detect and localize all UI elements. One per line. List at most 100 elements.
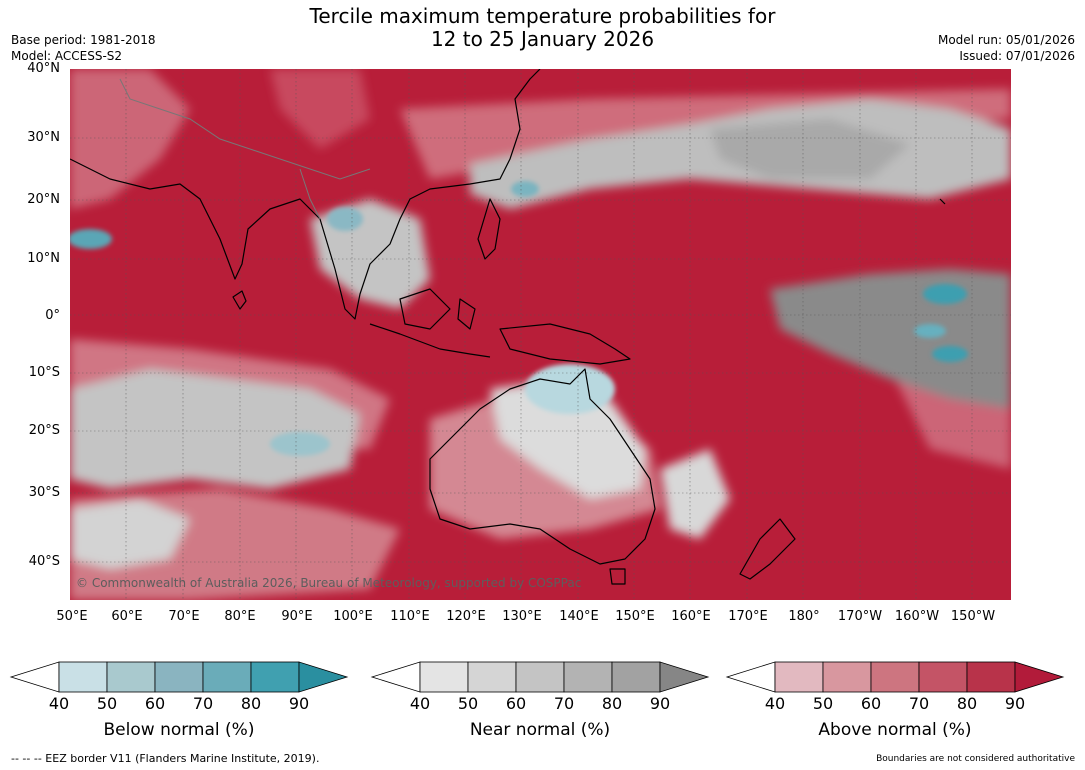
colorbar-tick: 50 (812, 694, 834, 713)
colorbar-swatch (774, 661, 824, 693)
colorbars (9, 661, 1065, 693)
lon-label: 60°E (111, 609, 143, 624)
colorbar-swatch (419, 661, 469, 693)
below-normal-pacific-3 (914, 324, 946, 338)
sulawesi-coastline (457, 298, 476, 330)
lon-label: 110°E (390, 609, 430, 624)
border-line (299, 168, 321, 220)
colorbar-tick: 90 (288, 694, 310, 713)
lon-label: 70°E (168, 609, 200, 624)
country-borders (119, 78, 371, 220)
lon-label: 150°E (615, 609, 655, 624)
lon-label: 100°E (333, 609, 373, 624)
issued-date: Issued: 07/01/2026 (959, 49, 1075, 63)
colorbar-swatch (1014, 661, 1065, 693)
colorbar-label-below: Below normal (%) (103, 720, 255, 740)
colorbar-swatch (467, 661, 517, 693)
below-normal-pacific-2 (932, 346, 968, 362)
lon-label: 170°E (728, 609, 768, 624)
lon-label: 180° (788, 609, 820, 624)
colorbar-tick: 40 (409, 694, 431, 713)
lon-label: 160°E (671, 609, 711, 624)
colorbar-tick: 60 (144, 694, 166, 713)
near-normal-southwest (70, 499, 190, 569)
coastlines (70, 69, 946, 585)
colorbar-swatch (154, 661, 204, 693)
map-gridlines (70, 69, 1011, 600)
new-zealand-coastline (739, 518, 796, 580)
colorbar-tick: 70 (908, 694, 930, 713)
colorbar-below (9, 661, 349, 693)
australia-coastline (429, 368, 656, 565)
lon-label: 50°E (56, 609, 88, 624)
colorbar-tick: 50 (96, 694, 118, 713)
colorbar-swatch (822, 661, 872, 693)
colorbar-tick: 80 (956, 694, 978, 713)
lat-label-20n: 20°N (27, 192, 60, 207)
near-normal-north-australia (490, 379, 645, 499)
colorbar-tick: 80 (240, 694, 262, 713)
near-normal-east-australia (660, 449, 730, 539)
lat-label-10s: 10°S (28, 365, 60, 380)
lat-label-40s: 40°S (28, 554, 60, 569)
colorbar-tick: 90 (1004, 694, 1026, 713)
lat-label-10n: 10°N (27, 251, 60, 266)
colorbar-swatch (659, 661, 710, 693)
model-name: Model: ACCESS-S2 (11, 49, 123, 63)
lat-label-20s: 20°S (28, 423, 60, 438)
lon-label: 150°W (950, 609, 996, 624)
below-normal-south-china-sea (511, 181, 539, 197)
colorbar-swatch (918, 661, 968, 693)
lat-label-30n: 30°N (27, 130, 60, 145)
border-line (119, 78, 371, 180)
title-line-1: Tercile maximum temperature probabilitie… (309, 4, 776, 28)
colorbar-tick: 40 (48, 694, 70, 713)
base-period: Base period: 1981-2018 (11, 33, 156, 47)
colorbar-swatch (611, 661, 661, 693)
new-guinea-coastline (499, 323, 631, 365)
colorbar-swatch (515, 661, 565, 693)
colorbar-tick: 70 (553, 694, 575, 713)
lon-label: 90°E (281, 609, 313, 624)
colorbar-above (725, 661, 1065, 693)
colorbar-swatch (250, 661, 300, 693)
near-normal-indian-ocean (70, 369, 360, 489)
colorbar-swatch (563, 661, 613, 693)
copyright-notice: © Commonwealth of Australia 2026, Bureau… (76, 576, 582, 590)
colorbar-swatch (9, 661, 60, 693)
lon-label: 130°E (502, 609, 542, 624)
colorbar-swatch (298, 661, 349, 693)
lat-label-40n: 40°N (27, 61, 60, 76)
colorbar-swatch (106, 661, 156, 693)
colorbar-tick: 50 (457, 694, 479, 713)
hawaii-coastline (939, 198, 946, 205)
map-canvas (70, 69, 1011, 600)
colorbar-near (370, 661, 710, 693)
shading-layer (70, 69, 1011, 600)
lon-label: 170°W (837, 609, 883, 624)
eez-border-note: -- -- -- EEZ border V11 (Flanders Marine… (11, 752, 320, 765)
colorbar-swatch (870, 661, 920, 693)
colorbar-swatch (725, 661, 776, 693)
boundaries-disclaimer: Boundaries are not considered authoritat… (876, 754, 1075, 764)
lon-label: 140°E (559, 609, 599, 624)
below-normal-pacific-1 (923, 284, 967, 304)
below-normal-arabia (70, 229, 112, 249)
colorbar-tick: 90 (649, 694, 671, 713)
lon-label: 80°E (224, 609, 256, 624)
asia-coastline (70, 69, 541, 320)
colorbar-tick: 40 (764, 694, 786, 713)
above-70-himalaya (270, 69, 370, 149)
sri-lanka-coastline (232, 290, 247, 310)
colorbar-tick: 80 (601, 694, 623, 713)
lat-label-0: 0° (45, 308, 60, 323)
lon-label: 120°E (446, 609, 486, 624)
map-title: Tercile maximum temperature probabilitie… (0, 5, 1085, 51)
colorbar-tick: 60 (860, 694, 882, 713)
borneo-coastline (399, 288, 451, 330)
model-run: Model run: 05/01/2026 (937, 33, 1075, 47)
below-normal-indian-ocean (270, 432, 330, 456)
colorbar-label-near: Near normal (%) (469, 720, 611, 740)
colorbar-swatch (202, 661, 252, 693)
lat-label-30s: 30°S (28, 485, 60, 500)
